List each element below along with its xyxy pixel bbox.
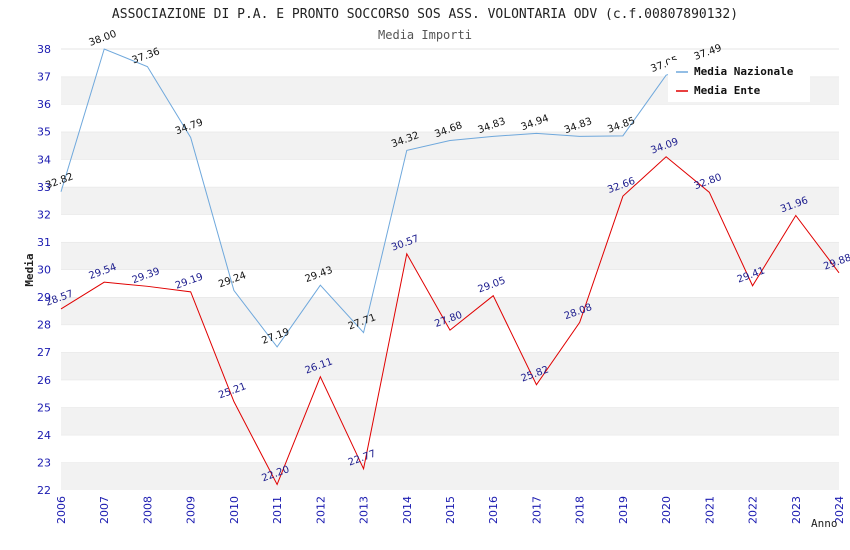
x-tick-label: 2007: [98, 496, 111, 524]
y-tick-label: 29: [37, 291, 51, 304]
y-tick-label: 32: [37, 208, 51, 221]
grid-band: [61, 131, 839, 160]
x-tick-label: 2019: [617, 496, 630, 524]
x-tick-label: 2008: [141, 496, 154, 524]
x-tick-label: 2013: [358, 496, 371, 524]
x-tick-label: 2012: [314, 496, 327, 524]
y-axis-ticks: 22 23 24 25 26 27 28 29 30 31 32 33 34 35 36 37 38: [37, 43, 51, 497]
grid-band: [61, 379, 839, 408]
data-label-media-nazionale: 38.00: [87, 29, 118, 49]
grid-band: [61, 297, 839, 325]
x-tick-label: 2011: [271, 496, 284, 524]
x-tick-label: 2016: [487, 496, 500, 524]
y-tick-label: 28: [37, 319, 51, 332]
x-tick-label: 2023: [790, 496, 803, 524]
y-tick-label: 33: [37, 181, 51, 194]
y-tick-label: 24: [37, 429, 51, 442]
series-line-media-ente: [60, 156, 840, 486]
y-tick-label: 38: [37, 43, 51, 56]
x-axis-label: Anno: [811, 517, 838, 530]
x-tick-label: 2021: [703, 496, 716, 524]
y-tick-label: 26: [37, 374, 51, 387]
grid-band: [61, 324, 839, 353]
legend: Media Nazionale Media Ente: [668, 60, 810, 102]
legend-label-media-ente: Media Ente: [694, 84, 761, 97]
y-tick-label: 34: [37, 153, 51, 166]
x-tick-label: 2022: [747, 496, 760, 524]
x-tick-label: 2006: [55, 496, 68, 524]
grid-band: [61, 407, 839, 435]
grid-band: [61, 159, 839, 187]
legend-label-media-nazionale: Media Nazionale: [694, 65, 794, 78]
grid-band: [61, 462, 839, 490]
y-tick-label: 22: [37, 484, 51, 497]
x-tick-label: 2018: [574, 496, 587, 524]
grid-band: [61, 241, 839, 270]
x-tick-label: 2015: [444, 496, 457, 524]
grid-band: [61, 104, 839, 132]
grid-band: [61, 186, 839, 215]
x-tick-label: 2010: [228, 496, 241, 524]
y-axis-label: Media: [23, 253, 36, 286]
y-tick-label: 23: [37, 456, 51, 469]
grid-bands: [61, 48, 839, 490]
chart-subtitle: Media Importi: [378, 28, 472, 42]
grid-band: [61, 352, 839, 380]
y-tick-label: 25: [37, 401, 51, 414]
series-line-media-nazionale: [60, 48, 710, 348]
x-tick-label: 2020: [660, 496, 673, 524]
x-tick-label: 2024: [833, 496, 846, 524]
x-tick-label: 2017: [530, 496, 543, 524]
chart-title: ASSOCIAZIONE DI P.A. E PRONTO SOCCORSO S…: [112, 7, 738, 22]
grid-band: [61, 434, 839, 463]
y-tick-label: 37: [37, 71, 51, 84]
y-tick-label: 36: [37, 98, 51, 111]
grid-band: [61, 214, 839, 242]
series-lines: [60, 48, 840, 486]
x-tick-label: 2014: [401, 496, 414, 524]
y-tick-label: 30: [37, 264, 51, 277]
y-tick-label: 31: [37, 236, 51, 249]
x-tick-label: 2009: [185, 496, 198, 524]
y-tick-label: 35: [37, 126, 51, 139]
legend-background: [668, 60, 810, 102]
y-tick-label: 27: [37, 346, 51, 359]
x-axis-ticks: 2006 2007 2008 2009 2010 2011 2012 2013 2014 2015…: [55, 496, 846, 524]
